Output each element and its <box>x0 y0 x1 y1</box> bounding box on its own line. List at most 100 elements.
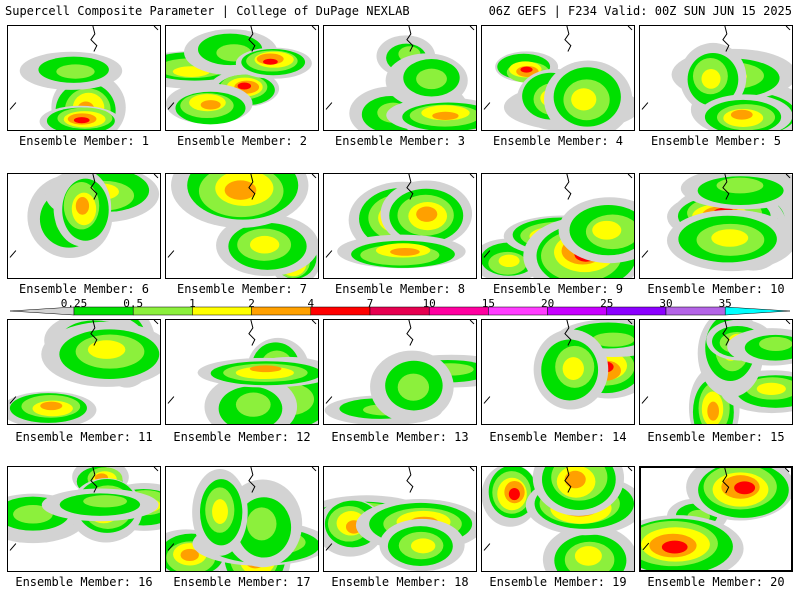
member-map-field <box>483 26 634 130</box>
field-contour-level-3 <box>574 546 602 566</box>
field-contour-level-4 <box>40 401 63 411</box>
field-contour-level-2 <box>13 505 53 524</box>
member-map-field <box>9 174 160 259</box>
coastline-outline <box>167 467 317 551</box>
coastline-outline <box>167 26 317 110</box>
field-contour-level-3 <box>498 254 520 268</box>
field-contour-level-4 <box>432 111 459 120</box>
colorbar-tick-label: 0.25 <box>60 297 88 310</box>
member-caption: Ensemble Member: 17 <box>173 575 311 589</box>
member-map-panel[interactable] <box>481 173 635 279</box>
member-map-panel[interactable] <box>165 466 319 572</box>
member-map-field <box>482 174 634 278</box>
member-map-field <box>166 26 317 125</box>
field-contour-level-5 <box>237 82 252 90</box>
field-contour-level-3 <box>571 88 597 111</box>
member-map-panel[interactable] <box>165 319 319 425</box>
field-contour-level-5 <box>508 487 520 501</box>
field-contour-level-3 <box>212 499 228 524</box>
field-contour-level-4 <box>200 100 221 110</box>
field-contour-level-4 <box>564 470 586 489</box>
colorbar-segment <box>192 306 252 316</box>
member-map-panel[interactable] <box>7 466 161 572</box>
colorbar-tick-label: 10 <box>422 297 436 310</box>
field-contour-level-4 <box>707 401 720 421</box>
colorbar-tick-label: 15 <box>481 297 496 310</box>
field-contour-level-2 <box>416 68 447 90</box>
colorbar-tick-label: 2 <box>248 297 255 310</box>
member-map-panel[interactable] <box>481 319 635 425</box>
field-contour-level-2 <box>716 177 764 194</box>
member-map-panel[interactable] <box>165 173 319 279</box>
coastline-outline <box>483 320 633 404</box>
member-map-field <box>325 174 475 269</box>
coastline-outline <box>167 320 317 404</box>
field-contour-level-3 <box>756 382 786 396</box>
member-map-panel[interactable] <box>481 25 635 131</box>
field-contour-level-5 <box>734 481 756 495</box>
colorbar-segment <box>606 306 667 316</box>
member-caption: Ensemble Member: 14 <box>489 430 627 444</box>
coastline-outline <box>641 320 791 404</box>
member-caption: Ensemble Member: 8 <box>334 282 466 296</box>
member-map-panel[interactable] <box>639 25 793 131</box>
member-map-field <box>641 174 792 272</box>
member-caption: Ensemble Member: 2 <box>176 134 308 148</box>
member-map-panel[interactable] <box>165 25 319 131</box>
field-contour-level-2 <box>591 332 634 347</box>
colorbar-segment <box>251 306 312 316</box>
field-contour-level-4 <box>390 248 420 256</box>
field-contour-level-4 <box>730 109 753 120</box>
member-map-field <box>324 467 476 571</box>
member-map-panel[interactable] <box>639 173 793 279</box>
coastline-outline <box>9 320 159 404</box>
colorbar-tick-label: 20 <box>540 297 555 310</box>
coastline-outline <box>9 174 159 258</box>
member-map-panel[interactable] <box>639 466 793 572</box>
field-contour-level-2 <box>56 64 95 79</box>
member-caption: Ensemble Member: 20 <box>647 575 785 589</box>
colorbar-right-arrow <box>724 306 790 316</box>
colorbar-segment <box>310 306 371 316</box>
member-map-panel[interactable] <box>7 173 161 279</box>
field-contour-level-3 <box>87 340 126 359</box>
member-caption: Ensemble Member: 16 <box>15 575 153 589</box>
member-caption: Ensemble Member: 15 <box>647 430 785 444</box>
member-map-panel[interactable] <box>323 173 477 279</box>
field-contour-level-2 <box>83 495 128 508</box>
field-contour-level-4 <box>249 365 282 373</box>
member-caption: Ensemble Member: 18 <box>331 575 469 589</box>
member-map-panel[interactable] <box>323 466 477 572</box>
member-caption: Ensemble Member: 7 <box>176 282 308 296</box>
colorbar-tick-label: 7 <box>366 297 374 310</box>
field-contour-level-4 <box>416 206 438 222</box>
member-caption: Ensemble Member: 4 <box>492 134 624 148</box>
colorbar-segment <box>488 306 548 316</box>
member-map-panel[interactable] <box>323 319 477 425</box>
coastline-outline <box>325 26 475 110</box>
color-scale-bar <box>10 297 790 317</box>
field-contour-level-5 <box>661 540 688 554</box>
field-contour-level-2 <box>246 507 277 541</box>
field-contour-level-3 <box>249 235 280 254</box>
field-contour-level-4 <box>180 548 199 562</box>
member-map-panel[interactable] <box>7 25 161 131</box>
member-map-field <box>641 320 792 424</box>
member-map-field <box>324 320 476 424</box>
member-map-field <box>167 174 318 278</box>
colorbar-segment <box>665 306 726 316</box>
colorbar-segment <box>369 306 430 316</box>
member-map-field <box>641 468 791 570</box>
member-map-field <box>167 320 318 424</box>
member-map-panel[interactable] <box>7 319 161 425</box>
member-caption: Ensemble Member: 10 <box>647 282 785 296</box>
field-contour-level-5 <box>263 58 278 65</box>
member-caption: Ensemble Member: 5 <box>650 134 782 148</box>
coastline-outline <box>9 26 159 110</box>
member-map-panel[interactable] <box>481 466 635 572</box>
member-map-panel[interactable] <box>639 319 793 425</box>
field-contour-level-4 <box>224 180 257 200</box>
colorbar-tick-label: 0.5 <box>123 297 144 310</box>
member-caption: Ensemble Member: 1 <box>18 134 150 148</box>
member-map-panel[interactable] <box>323 25 477 131</box>
